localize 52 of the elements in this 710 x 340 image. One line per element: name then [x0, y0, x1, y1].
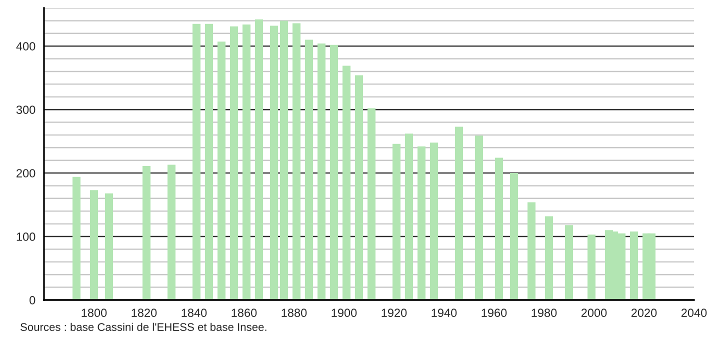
x-tick-label: 1840 — [182, 308, 207, 318]
x-tick-label: 1820 — [132, 308, 157, 318]
bar — [242, 24, 250, 300]
bar — [270, 26, 278, 300]
bar — [405, 134, 413, 300]
x-tick-label: 1860 — [232, 308, 257, 318]
y-tick-label: 200 — [16, 169, 36, 178]
x-tick-label: 1940 — [432, 308, 457, 318]
bar — [528, 202, 536, 300]
bar — [255, 19, 263, 300]
bar — [305, 40, 313, 300]
bar — [588, 234, 596, 300]
bar — [430, 142, 438, 300]
bar — [330, 44, 338, 300]
x-tick-label: 2020 — [631, 308, 657, 318]
bar — [510, 173, 518, 300]
bar — [168, 164, 176, 300]
y-tick-label: 300 — [16, 106, 36, 114]
y-tick-label: 400 — [16, 42, 36, 50]
bar — [292, 23, 300, 300]
bar — [545, 216, 553, 300]
bar — [342, 66, 350, 300]
bar — [192, 24, 200, 300]
bar — [355, 75, 363, 300]
bar — [280, 20, 288, 300]
x-tick-label: 2040 — [681, 308, 707, 318]
bar — [72, 176, 80, 300]
x-tick-label: 1960 — [482, 308, 507, 318]
y-tick-label: 100 — [16, 232, 36, 241]
bar — [230, 26, 238, 300]
source-note: Sources : base Cassini de l'EHESS et base Insee. — [20, 322, 266, 331]
bar — [630, 231, 638, 300]
bar — [90, 190, 98, 300]
bar — [368, 108, 376, 300]
x-tick-label: 1980 — [532, 308, 557, 318]
x-tick-label: 1880 — [282, 308, 307, 318]
x-tick-label: 1900 — [332, 308, 357, 318]
bar — [565, 225, 573, 300]
bar — [455, 126, 463, 300]
bar — [205, 24, 213, 300]
bar — [218, 42, 226, 300]
bar — [392, 144, 400, 300]
y-tick-label: 0 — [30, 296, 36, 304]
x-tick-label: 1800 — [82, 308, 107, 318]
x-tick-label: 2000 — [581, 308, 607, 318]
bar — [105, 193, 113, 300]
x-tick-label: 1920 — [382, 308, 407, 318]
bar — [318, 44, 326, 300]
bar — [418, 146, 426, 300]
bar — [142, 166, 150, 300]
bar — [495, 158, 503, 300]
bar — [475, 136, 483, 300]
